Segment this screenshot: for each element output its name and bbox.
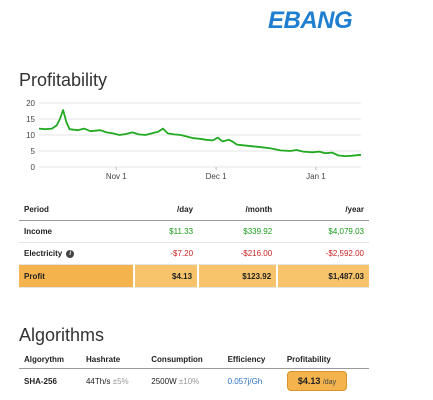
profit-row: Profit $4.13 $123.92 $1,487.03 xyxy=(19,264,369,288)
x-tick-label: Jan 1 xyxy=(306,172,326,181)
profit-year: $1,487.03 xyxy=(276,264,369,288)
x-tick-label: Dec 1 xyxy=(206,172,227,181)
profitability-table: Period /day /month /year Income $11.33 $… xyxy=(19,199,369,288)
income-row: Income $11.33 $339.92 $4,079.03 xyxy=(19,220,369,243)
efficiency-header: Efficiency xyxy=(222,350,282,369)
y-tick-label: 0 xyxy=(31,163,36,172)
profitability-title: Profitability xyxy=(19,70,108,90)
profitability-header: Profitability xyxy=(281,350,369,369)
y-tick-label: 5 xyxy=(31,147,36,156)
algorithms-title: Algorithms xyxy=(19,325,105,345)
y-tick-label: 15 xyxy=(26,115,35,124)
svg-text:EBANG: EBANG xyxy=(268,7,352,32)
year-header: /year xyxy=(277,199,369,221)
electricity-month: -$216.00 xyxy=(198,242,278,265)
electricity-day: -$7.20 xyxy=(133,242,199,265)
table-header-row: Period /day /month /year xyxy=(19,199,369,221)
hashrate-tolerance: ±5% xyxy=(112,376,129,386)
period-header: Period xyxy=(19,199,134,221)
hashrate-header: Hashrate xyxy=(80,350,147,369)
info-icon[interactable]: i xyxy=(66,249,75,258)
algorithms-header-row: Algorythm Hashrate Consumption Efficienc… xyxy=(19,350,369,369)
profit-month: $123.92 xyxy=(197,264,278,288)
electricity-year: -$2,592.00 xyxy=(277,242,369,265)
consumption-value: 2500W xyxy=(151,376,177,386)
profitability-value: $4.13 xyxy=(297,376,321,386)
profitability-chart: 0 5 10 15 20 Nov 1 Dec 1 Jan 1 xyxy=(19,97,369,182)
y-tick-label: 20 xyxy=(26,99,35,108)
profit-day: $4.13 xyxy=(132,264,199,288)
electricity-label: Electricity xyxy=(24,249,63,258)
hashrate-value: 44Th/s xyxy=(85,376,111,386)
consumption-tolerance: ±10% xyxy=(178,376,200,386)
algorithms-table: Algorythm Hashrate Consumption Efficienc… xyxy=(19,350,369,393)
ebang-logo: EBANG xyxy=(268,7,353,32)
algorithm-name: SHA-256 xyxy=(24,376,57,386)
efficiency-value: 0.057j/Gh xyxy=(227,376,263,386)
algorithm-row: SHA-256 44Th/s ±5% 2500W ±10% 0.057j/Gh … xyxy=(19,369,369,394)
profitability-series-line xyxy=(38,109,362,157)
month-header: /month xyxy=(198,199,278,221)
algorithm-header: Algorythm xyxy=(19,350,81,369)
income-label: Income xyxy=(19,220,134,243)
income-month: $339.92 xyxy=(198,220,278,243)
x-tick-label: Nov 1 xyxy=(106,172,127,181)
income-year: $4,079.03 xyxy=(277,220,369,243)
income-day: $11.33 xyxy=(133,220,199,243)
profitability-pill[interactable]: $4.13 /day xyxy=(286,371,348,391)
electricity-row: Electricity i -$7.20 -$216.00 -$2,592.00 xyxy=(19,242,369,265)
consumption-header: Consumption xyxy=(146,350,223,369)
profitability-unit: /day xyxy=(322,379,337,386)
profit-label: Profit xyxy=(19,264,134,288)
day-header: /day xyxy=(133,199,199,221)
y-tick-label: 10 xyxy=(26,131,35,140)
